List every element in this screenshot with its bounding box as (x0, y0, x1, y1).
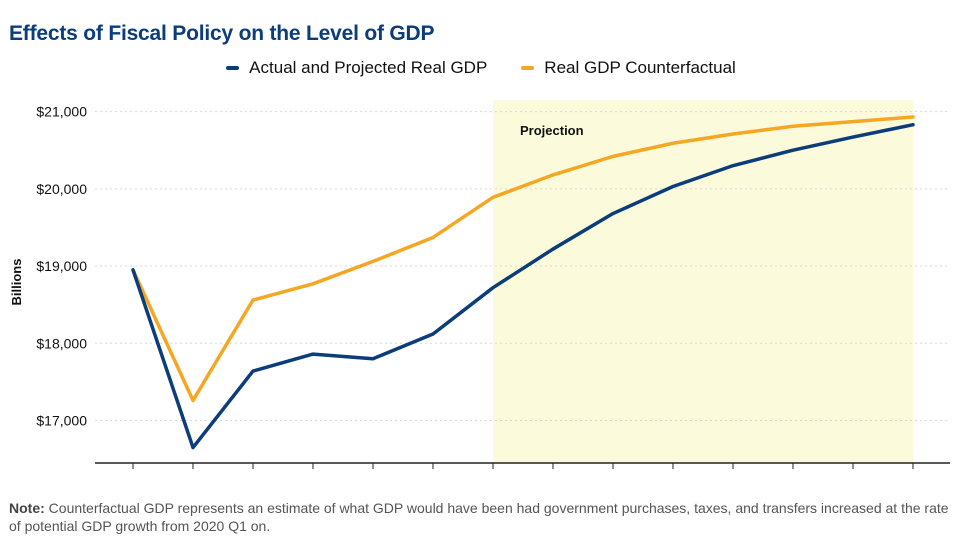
legend-swatch-counterfactual (521, 66, 535, 70)
legend-swatch-actual (226, 66, 240, 70)
y-tick-label: $19,000 (36, 258, 87, 274)
note-text: Counterfactual GDP represents an estimat… (9, 500, 949, 534)
y-tick-label: $20,000 (36, 181, 87, 197)
legend-label-actual: Actual and Projected Real GDP (249, 58, 488, 77)
legend: Actual and Projected Real GDP Real GDP C… (0, 58, 962, 78)
y-tick-label: $17,000 (36, 413, 87, 429)
projection-label: Projection (520, 123, 584, 138)
series-line-counterfactual (131, 115, 915, 403)
projection-band (493, 100, 913, 463)
legend-item-actual: Actual and Projected Real GDP (226, 58, 487, 78)
legend-label-counterfactual: Real GDP Counterfactual (544, 58, 736, 77)
y-tick-label: $18,000 (36, 335, 87, 351)
legend-item-counterfactual: Real GDP Counterfactual (521, 58, 736, 78)
y-tick-label: $21,000 (36, 104, 87, 120)
note-label: Note: (9, 500, 45, 516)
series-line-actual (131, 122, 915, 450)
chart-note: Note: Counterfactual GDP represents an e… (9, 499, 949, 535)
chart-title: Effects of Fiscal Policy on the Level of… (9, 22, 435, 45)
y-axis-title: Billions (9, 259, 24, 306)
